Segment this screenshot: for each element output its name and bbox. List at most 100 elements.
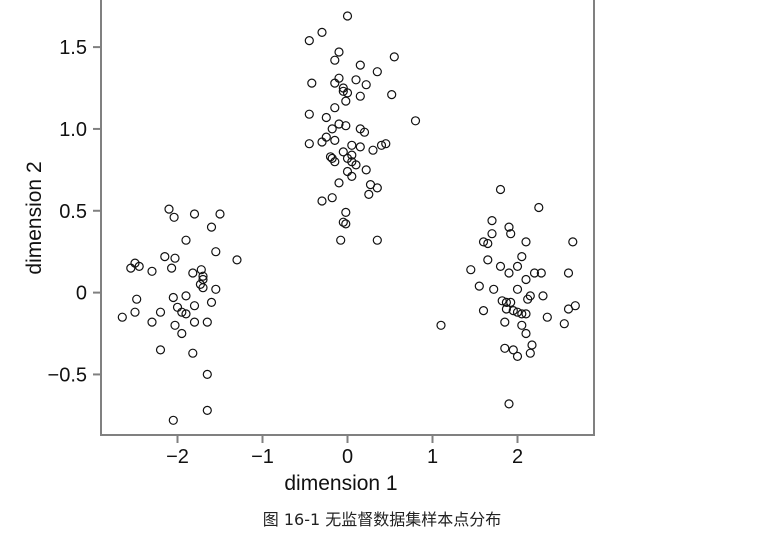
- y-tick-label: 1.0: [59, 119, 87, 141]
- data-point: [521, 237, 531, 247]
- x-tick-label: 1: [427, 446, 438, 468]
- data-point: [474, 281, 484, 291]
- data-point: [521, 328, 531, 339]
- data-point: [381, 139, 391, 149]
- data-point: [525, 348, 535, 358]
- data-point: [500, 343, 510, 353]
- data-point: [487, 216, 497, 226]
- data-point: [167, 263, 177, 273]
- data-point: [487, 229, 497, 239]
- data-point: [483, 255, 493, 265]
- data-point: [512, 351, 523, 361]
- data-point: [198, 271, 208, 281]
- data-point: [495, 261, 506, 271]
- data-point: [568, 237, 578, 247]
- data-point: [563, 304, 574, 314]
- data-point: [317, 27, 327, 38]
- data-point: [542, 312, 552, 322]
- figure-caption: 图 16-1 无监督数据集样本点分布: [262, 510, 502, 529]
- data-point: [327, 124, 337, 134]
- data-point: [387, 89, 397, 100]
- data-point: [304, 35, 314, 46]
- data-point: [504, 268, 514, 278]
- data-point: [202, 405, 212, 415]
- data-point: [188, 348, 198, 358]
- data-point: [351, 75, 361, 85]
- data-point: [126, 263, 136, 273]
- data-point: [304, 109, 314, 119]
- data-point: [164, 204, 174, 214]
- data-point: [529, 268, 540, 278]
- data-point: [512, 284, 523, 294]
- y-axis-label: dimension 2: [23, 161, 46, 274]
- data-point: [504, 399, 514, 409]
- data-point: [376, 140, 387, 150]
- data-point: [206, 297, 217, 307]
- y-tick-label: 0.5: [59, 201, 87, 223]
- data-point: [134, 261, 144, 271]
- y-tick-label: −0.5: [48, 364, 87, 386]
- data-point: [504, 222, 514, 232]
- data-point: [517, 252, 527, 262]
- data-points: [117, 11, 580, 425]
- data-point: [189, 317, 200, 327]
- data-point: [495, 184, 506, 195]
- data-point: [155, 307, 166, 317]
- data-point: [338, 147, 348, 157]
- data-point: [181, 235, 191, 245]
- data-point: [304, 139, 314, 149]
- data-point: [341, 207, 351, 217]
- data-point: [501, 297, 511, 307]
- data-point: [330, 78, 340, 88]
- y-axis: −0.5 0 0.5 1.0 1.5: [48, 37, 101, 386]
- data-point: [521, 309, 531, 319]
- data-point: [202, 369, 212, 379]
- data-point: [147, 317, 157, 327]
- data-point: [330, 157, 340, 167]
- data-point: [181, 309, 191, 319]
- x-tick-label: −1: [251, 446, 274, 468]
- data-point: [155, 345, 166, 355]
- data-point: [355, 142, 365, 152]
- plot-area: [100, 0, 595, 436]
- data-point: [330, 135, 340, 145]
- y-tick-label: 0: [76, 283, 87, 305]
- data-point: [341, 96, 351, 106]
- data-point: [117, 312, 127, 322]
- data-point: [410, 116, 421, 126]
- data-point: [177, 307, 187, 317]
- data-point: [478, 306, 489, 316]
- data-point: [489, 284, 499, 294]
- data-point: [338, 217, 348, 227]
- data-point: [508, 306, 518, 316]
- data-point: [436, 320, 446, 330]
- data-point: [512, 307, 523, 317]
- data-point: [336, 235, 346, 245]
- data-point: [389, 52, 399, 62]
- data-point: [497, 296, 507, 306]
- data-point: [327, 193, 337, 203]
- data-point: [500, 317, 510, 327]
- x-axis-label: dimension 1: [284, 472, 397, 495]
- data-point: [334, 119, 344, 129]
- data-point: [215, 209, 225, 219]
- data-point: [330, 103, 340, 113]
- data-point: [130, 307, 140, 317]
- data-point: [355, 124, 365, 134]
- data-point: [341, 121, 351, 131]
- data-point: [211, 247, 221, 257]
- data-point: [189, 209, 200, 219]
- data-point: [196, 265, 206, 275]
- data-point: [211, 284, 221, 294]
- data-point: [508, 345, 518, 355]
- data-point: [538, 291, 548, 301]
- data-point: [334, 47, 344, 57]
- data-point: [330, 55, 340, 65]
- data-point: [342, 11, 353, 21]
- data-point: [483, 238, 493, 249]
- data-point: [361, 165, 371, 175]
- data-point: [321, 112, 331, 123]
- data-point: [347, 171, 357, 181]
- data-point: [372, 235, 382, 245]
